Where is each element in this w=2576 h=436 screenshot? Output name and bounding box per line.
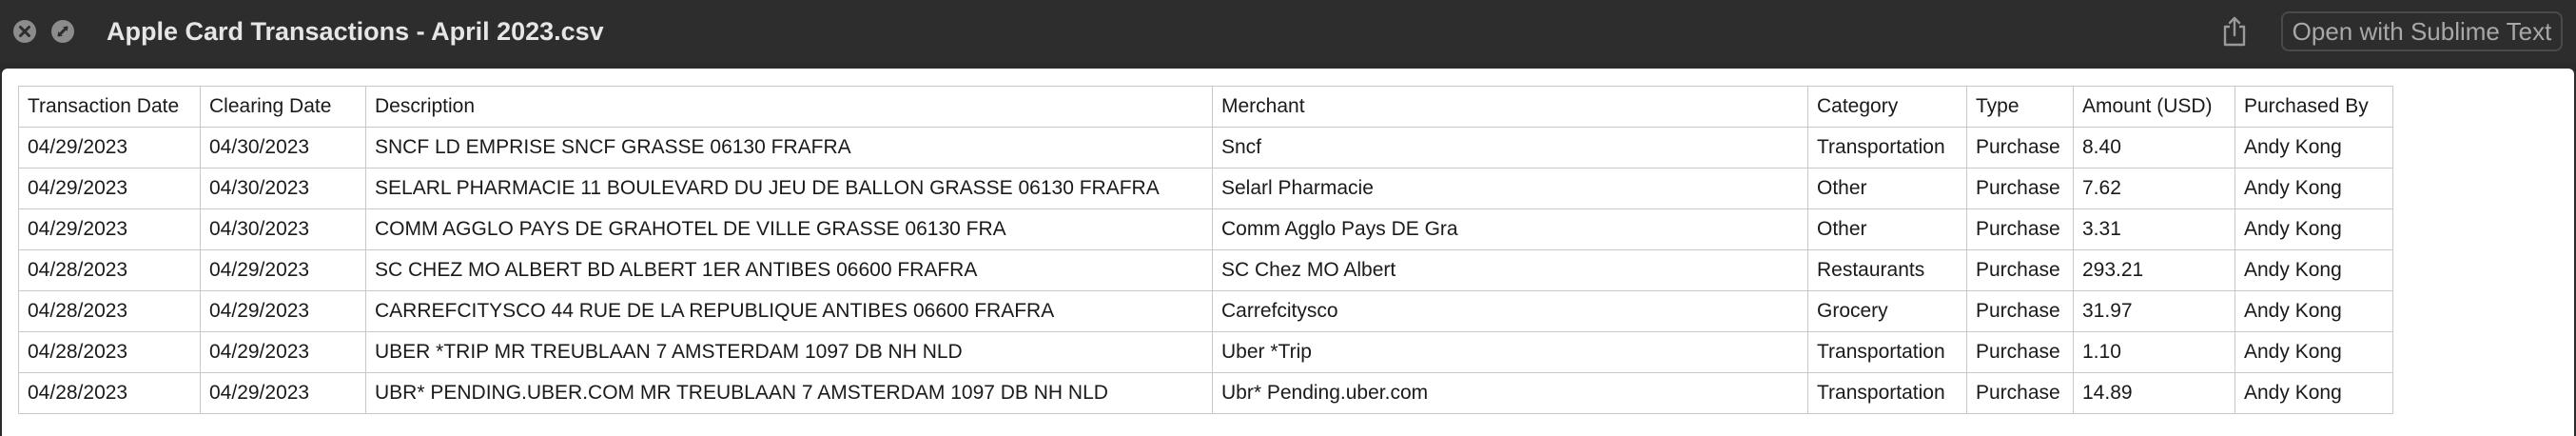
table-cell: Purchase: [1966, 249, 2074, 291]
table-cell: Andy Kong: [2234, 127, 2393, 168]
table-cell: Purchase: [1966, 168, 2074, 209]
table-cell: SC Chez MO Albert: [1212, 249, 1808, 291]
table-row: 04/28/2023 04/29/2023 CARREFCITYSCO 44 R…: [18, 290, 2393, 332]
table-cell: COMM AGGLO PAYS DE GRAHOTEL DE VILLE GRA…: [365, 208, 1213, 250]
table-cell: Uber *Trip: [1212, 331, 1808, 373]
table-cell: Transportation: [1807, 372, 1967, 414]
table-cell: 1.10: [2073, 331, 2235, 373]
table-header-row: Transaction Date Clearing Date Descripti…: [18, 86, 2393, 128]
table-body: 04/29/2023 04/30/2023 SNCF LD EMPRISE SN…: [18, 127, 2393, 414]
table-cell: SELARL PHARMACIE 11 BOULEVARD DU JEU DE …: [365, 168, 1213, 209]
table-cell: Purchase: [1966, 290, 2074, 332]
table-cell: Sncf: [1212, 127, 1808, 168]
column-header: Category: [1807, 86, 1967, 128]
table-cell: Carrefcitysco: [1212, 290, 1808, 332]
table-cell: Andy Kong: [2234, 372, 2393, 414]
column-header: Purchased By: [2234, 86, 2393, 128]
table-cell: 14.89: [2073, 372, 2235, 414]
fullscreen-icon: [57, 26, 68, 37]
table-cell: 04/29/2023: [200, 372, 366, 414]
table-cell: 04/29/2023: [18, 168, 201, 209]
table-row: 04/29/2023 04/30/2023 SNCF LD EMPRISE SN…: [18, 127, 2393, 168]
table-cell: Purchase: [1966, 331, 2074, 373]
column-header: Description: [365, 86, 1213, 128]
table-cell: Selarl Pharmacie: [1212, 168, 1808, 209]
table-cell: 04/30/2023: [200, 208, 366, 250]
column-header: Merchant: [1212, 86, 1808, 128]
table-cell: UBER *TRIP MR TREUBLAAN 7 AMSTERDAM 1097…: [365, 331, 1213, 373]
table-cell: Purchase: [1966, 127, 2074, 168]
title-bar: Apple Card Transactions - April 2023.csv…: [0, 0, 2576, 63]
table-cell: Andy Kong: [2234, 208, 2393, 250]
table-cell: 293.21: [2073, 249, 2235, 291]
table-cell: 04/29/2023: [18, 208, 201, 250]
table-cell: 04/29/2023: [200, 290, 366, 332]
share-button[interactable]: [2216, 12, 2253, 50]
table-cell: Andy Kong: [2234, 331, 2393, 373]
table-cell: Comm Agglo Pays DE Gra: [1212, 208, 1808, 250]
share-icon: [2223, 16, 2246, 47]
table-cell: 04/29/2023: [18, 127, 201, 168]
table-cell: 31.97: [2073, 290, 2235, 332]
table-cell: Transportation: [1807, 331, 1967, 373]
column-header: Type: [1966, 86, 2074, 128]
open-with-button[interactable]: Open with Sublime Text: [2281, 11, 2563, 51]
table-cell: 04/28/2023: [18, 331, 201, 373]
table-cell: Restaurants: [1807, 249, 1967, 291]
close-icon: [19, 26, 30, 37]
table-cell: Other: [1807, 208, 1967, 250]
table-cell: 04/29/2023: [200, 331, 366, 373]
fullscreen-button[interactable]: [51, 20, 74, 43]
table-cell: Andy Kong: [2234, 290, 2393, 332]
table-row: 04/28/2023 04/29/2023 SC CHEZ MO ALBERT …: [18, 249, 2393, 291]
csv-preview: Transaction Date Clearing Date Descripti…: [2, 69, 2574, 436]
table-cell: 8.40: [2073, 127, 2235, 168]
table-cell: 04/29/2023: [200, 249, 366, 291]
table-cell: SNCF LD EMPRISE SNCF GRASSE 06130 FRAFRA: [365, 127, 1213, 168]
table-cell: 3.31: [2073, 208, 2235, 250]
table-cell: Andy Kong: [2234, 168, 2393, 209]
table-cell: Other: [1807, 168, 1967, 209]
table-cell: 04/28/2023: [18, 249, 201, 291]
table-row: 04/29/2023 04/30/2023 SELARL PHARMACIE 1…: [18, 168, 2393, 209]
table-cell: UBR* PENDING.UBER.COM MR TREUBLAAN 7 AMS…: [365, 372, 1213, 414]
table-cell: Transportation: [1807, 127, 1967, 168]
column-header: Transaction Date: [18, 86, 201, 128]
transactions-table: Transaction Date Clearing Date Descripti…: [18, 86, 2393, 414]
table-row: 04/29/2023 04/30/2023 COMM AGGLO PAYS DE…: [18, 208, 2393, 250]
table-cell: Grocery: [1807, 290, 1967, 332]
table-row: 04/28/2023 04/29/2023 UBR* PENDING.UBER.…: [18, 372, 2393, 414]
table-cell: Andy Kong: [2234, 249, 2393, 291]
column-header: Amount (USD): [2073, 86, 2235, 128]
table-cell: 04/28/2023: [18, 290, 201, 332]
table-cell: SC CHEZ MO ALBERT BD ALBERT 1ER ANTIBES …: [365, 249, 1213, 291]
table-cell: 04/30/2023: [200, 168, 366, 209]
table-cell: 04/30/2023: [200, 127, 366, 168]
window-title: Apple Card Transactions - April 2023.csv: [107, 17, 604, 46]
table-cell: CARREFCITYSCO 44 RUE DE LA REPUBLIQUE AN…: [365, 290, 1213, 332]
table-cell: 7.62: [2073, 168, 2235, 209]
table-cell: Purchase: [1966, 208, 2074, 250]
column-header: Clearing Date: [200, 86, 366, 128]
table-cell: Ubr* Pending.uber.com: [1212, 372, 1808, 414]
close-button[interactable]: [13, 20, 36, 43]
table-row: 04/28/2023 04/29/2023 UBER *TRIP MR TREU…: [18, 331, 2393, 373]
table-cell: 04/28/2023: [18, 372, 201, 414]
table-cell: Purchase: [1966, 372, 2074, 414]
